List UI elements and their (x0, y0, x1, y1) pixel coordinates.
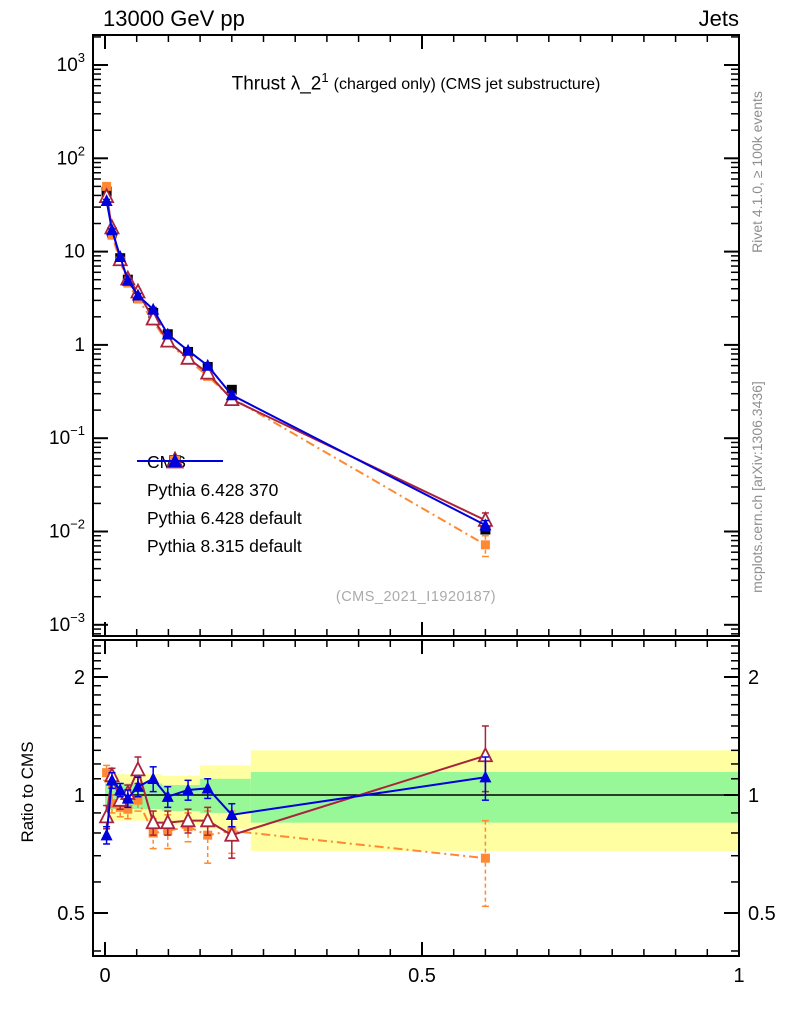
main-y-tick-label: 10−1 (49, 423, 85, 449)
marker-triangle (182, 343, 195, 356)
marker-triangle (479, 518, 492, 531)
ratio-y-tick-label: 1 (748, 785, 759, 807)
marker-triangle (180, 348, 197, 365)
marker-triangle (130, 760, 146, 777)
ratio-y-tick-label: 2 (748, 667, 759, 689)
ratio-y-tick-label: 0.5 (748, 903, 776, 925)
axis-ticks (93, 35, 740, 956)
marker-square (102, 768, 112, 778)
main-y-tick-label: 10−2 (49, 517, 85, 543)
ratio-series-pythia-8-315-default (100, 756, 492, 845)
legend-marker-filled-triangle (137, 453, 223, 467)
series-line (105, 186, 486, 546)
ratio-y-tick-label: 1 (74, 785, 85, 807)
marker-square (480, 853, 490, 863)
ratio-panel-frame (92, 639, 740, 957)
ratio-y-tick-label: 0.5 (57, 903, 85, 925)
beam-energy-label: 13000 GeV pp (103, 6, 245, 31)
marker-triangle (479, 770, 492, 783)
marker-triangle (145, 813, 162, 830)
main-y-tick-label: 102 (57, 143, 85, 169)
marker-triangle (223, 825, 240, 842)
x-tick-label: 0.5 (408, 965, 436, 987)
marker-triangle (98, 807, 115, 824)
analysis-id-watermark: (CMS_2021_I1920187) (335, 589, 497, 605)
marker-triangle (182, 783, 195, 796)
marker-triangle (121, 791, 134, 804)
marker-triangle (131, 288, 144, 301)
marker-square (133, 795, 143, 805)
main-series-pythia-8-315-default (100, 194, 492, 532)
plot-title: Thrust λ_21 (charged only) (CMS jet subst… (93, 70, 739, 95)
marker-triangle (159, 813, 176, 830)
marker-square (102, 181, 112, 191)
legend-item-label: Pythia 8.315 default (147, 535, 302, 556)
analysis-group-label: Jets (698, 6, 739, 31)
main-panel-frame (92, 34, 740, 637)
marker-triangle (199, 363, 216, 380)
main-y-tick-label: 103 (57, 50, 85, 76)
mcplots-reference-note: mcplots.cern.ch [arXiv:1306.3436] (749, 381, 765, 593)
marker-triangle (100, 194, 113, 207)
plot-title-superscript: 1 (321, 70, 329, 85)
x-tick-label: 0 (99, 965, 110, 987)
plot-title-suffix: (charged only) (CMS jet substructure) (333, 76, 601, 94)
legend-item-label: Pythia 6.428 370 (147, 479, 279, 500)
legend-item-pythia-6-428-370: Pythia 6.428 370 (135, 450, 302, 504)
marker-triangle (145, 309, 162, 326)
marker-triangle (168, 453, 182, 467)
legend-item-pythia-6-428-default: Pythia 6.428 default (135, 455, 302, 532)
marker-triangle (114, 250, 127, 262)
panel-frames (92, 34, 740, 957)
marker-triangle (201, 358, 214, 371)
marker-triangle (180, 811, 197, 828)
marker-triangle (201, 781, 214, 794)
plot-title-main: Thrust λ_2 (231, 73, 322, 95)
marker-triangle (199, 811, 216, 828)
marker-square (107, 799, 117, 809)
legend: CMS Pythia 6.428 370 Pythia 6.428 default P… (135, 448, 302, 560)
band-green (250, 771, 739, 823)
ratio-axis-title: Ratio to CMS (18, 741, 37, 843)
ratio-y-tick-label: 2 (74, 667, 85, 689)
marker-triangle (161, 790, 174, 802)
marker-square (480, 540, 490, 550)
marker-square (123, 804, 133, 814)
main-y-tick-label: 10 (64, 242, 85, 263)
marker-triangle (131, 779, 144, 792)
x-tick-label: 1 (733, 965, 744, 987)
main-y-tick-label: 10−3 (49, 610, 85, 636)
legend-item-label: Pythia 6.428 default (147, 507, 302, 528)
marker-triangle (161, 327, 174, 340)
marker-triangle (147, 302, 160, 315)
marker-triangle (121, 273, 134, 286)
marker-triangle (225, 808, 238, 821)
uncertainty-bands (105, 750, 739, 851)
marker-triangle (100, 828, 113, 841)
main-y-tick-label: 1 (74, 335, 85, 356)
marker-triangle (225, 388, 238, 401)
marker-triangle (147, 772, 160, 784)
legend-item-pythia-8-315-default: Pythia 8.315 default (135, 453, 302, 560)
marker-triangle (105, 773, 118, 786)
rivet-version-note: Rivet 4.1.0, ≥ 100k events (749, 91, 765, 253)
marker-triangle (105, 223, 118, 236)
marker-triangle (159, 331, 176, 348)
marker-triangle (114, 783, 127, 796)
